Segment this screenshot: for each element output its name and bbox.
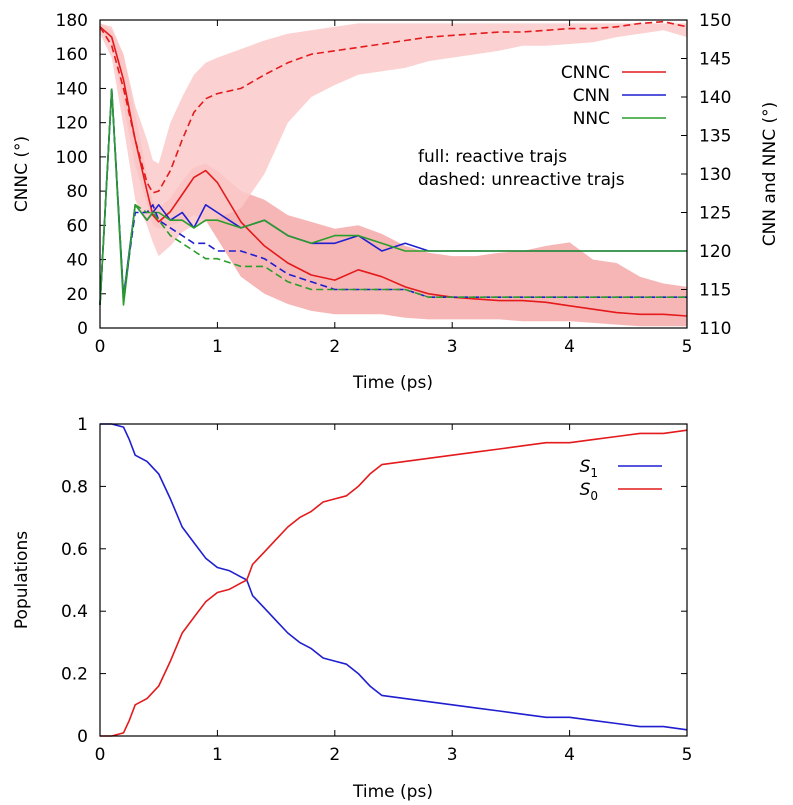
y2-tick-label: 120: [699, 242, 731, 262]
top-x-axis-label: Time (ps): [352, 373, 433, 393]
x-tick-label: 2: [329, 745, 340, 765]
y-tick-label: 20: [66, 285, 88, 305]
y2-tick-label: 115: [699, 281, 731, 301]
bottom-tick-marks: [99, 423, 688, 737]
x-tick-label: 4: [564, 745, 575, 765]
legend-label-cnn: CNN: [573, 86, 610, 106]
x-tick-label: 4: [564, 337, 575, 357]
series-line-cnnc: [99, 26, 688, 317]
angles-chart: 0 1 2 3 4 5 0 20 40 60 80 100 120 140 160 180 110 115 12…: [12, 11, 780, 393]
x-tick-label: 3: [447, 337, 458, 357]
x-tick-label: 2: [329, 337, 340, 357]
legend-label-s1: S1: [580, 457, 598, 480]
annotation-dashed: dashed: unreactive trajs: [418, 170, 625, 190]
y-tick-label: 100: [56, 148, 88, 168]
y-tick-label: 0: [77, 319, 88, 339]
legend-label-nnc: NNC: [573, 109, 610, 129]
bottom-x-tick-labels: 0 1 2 3 4 5: [95, 745, 693, 765]
top-x-tick-labels: 0 1 2 3 4 5: [95, 337, 693, 357]
populations-chart: 0 1 2 3 4 5 0 0.2 0.4 0.6 0.8 1 Time (ps) Populati…: [12, 415, 692, 802]
series-line-cnnc-unreactive-: [99, 20, 688, 194]
top-y2-axis-label: CNN and NNC (°): [760, 102, 780, 247]
angle-series: [99, 20, 688, 317]
bottom-y-axis-label: Populations: [12, 531, 32, 629]
top-y2-tick-labels: 110 115 120 125 130 135 140 145 150: [699, 11, 731, 339]
series-line-cnn-unreactive-: [99, 88, 687, 305]
legend-label-s0: S0: [580, 480, 598, 503]
bottom-plot-frame: [99, 423, 688, 737]
std-band-1: [100, 23, 687, 257]
top-plot-frame: [99, 19, 688, 329]
y2-tick-label: 145: [699, 50, 731, 70]
x-tick-label: 1: [212, 337, 223, 357]
y-tick-label: 0: [77, 727, 88, 747]
bottom-y-tick-labels: 0 0.2 0.4 0.6 0.8 1: [61, 415, 88, 747]
y-tick-label: 140: [56, 79, 88, 99]
y-tick-label: 180: [56, 11, 88, 31]
x-tick-label: 3: [447, 745, 458, 765]
y-tick-label: 0.2: [61, 665, 88, 685]
series-line-nnc-unreactive-: [99, 88, 687, 305]
y2-tick-label: 130: [699, 165, 731, 185]
y-tick-label: 0.8: [61, 477, 88, 497]
bottom-legend: S1 S0: [580, 457, 662, 503]
legend-label-cnnc: CNNC: [561, 63, 610, 83]
y-tick-label: 40: [66, 251, 88, 271]
y-tick-label: 160: [56, 45, 88, 65]
y-tick-label: 0.6: [61, 540, 88, 560]
top-legend: CNNC CNN NNC: [561, 63, 666, 129]
x-tick-label: 0: [95, 337, 106, 357]
y2-tick-label: 140: [699, 88, 731, 108]
series-line-s1: [100, 423, 688, 731]
series-line-nnc: [99, 88, 687, 306]
y-tick-label: 120: [56, 114, 88, 134]
x-tick-label: 5: [682, 337, 693, 357]
population-series: [100, 423, 688, 737]
y-tick-label: 0.4: [61, 602, 88, 622]
x-tick-label: 1: [212, 745, 223, 765]
y-tick-label: 80: [66, 182, 88, 202]
y-tick-label: 60: [66, 216, 88, 236]
y2-tick-label: 150: [699, 11, 731, 31]
bottom-x-axis-label: Time (ps): [352, 782, 433, 802]
x-tick-label: 0: [95, 745, 106, 765]
y2-tick-label: 135: [699, 127, 731, 147]
y-tick-label: 1: [77, 415, 88, 435]
top-y-axis-label: CNNC (°): [12, 136, 32, 212]
top-y-tick-labels: 0 20 40 60 80 100 120 140 160 180: [56, 11, 88, 339]
annotation-full: full: reactive trajs: [418, 147, 567, 167]
y2-tick-label: 110: [699, 319, 731, 339]
y2-tick-label: 125: [699, 204, 731, 224]
series-line-s0: [100, 429, 688, 737]
x-tick-label: 5: [682, 745, 693, 765]
